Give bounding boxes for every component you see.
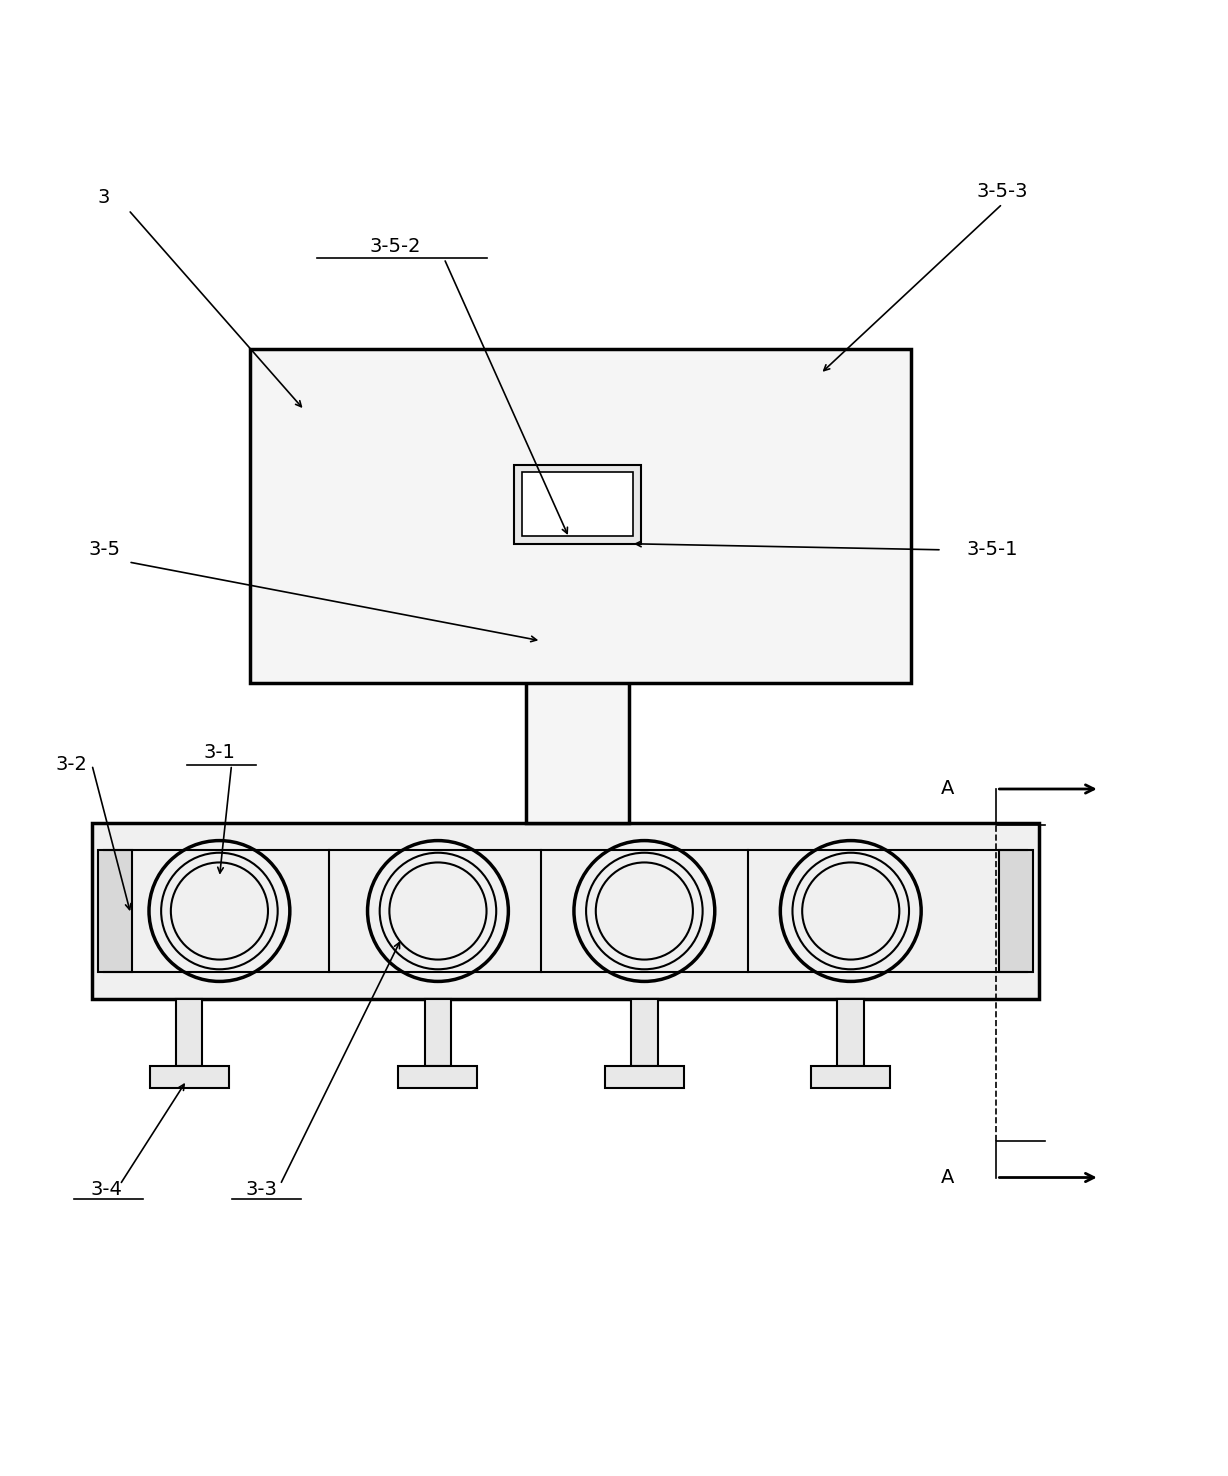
Bar [837, 999, 865, 1066]
Text: 3-5-3: 3-5-3 [976, 182, 1028, 201]
Bar [998, 850, 1033, 973]
Bar [631, 999, 658, 1066]
Text: 3-1: 3-1 [204, 742, 236, 762]
Bar [526, 465, 629, 824]
Bar [98, 850, 131, 973]
Bar [515, 465, 641, 543]
Bar [176, 999, 203, 1066]
Text: 3-5-2: 3-5-2 [370, 236, 421, 255]
Bar [605, 1066, 684, 1088]
Text: 3-3: 3-3 [246, 1181, 278, 1199]
Bar [399, 1066, 478, 1088]
Bar [92, 824, 1039, 999]
Bar [150, 1066, 228, 1088]
Bar [812, 1066, 890, 1088]
Text: A: A [941, 779, 954, 799]
Text: 3-5-1: 3-5-1 [966, 540, 1018, 559]
Bar [249, 350, 911, 683]
Text: A: A [941, 1168, 954, 1187]
Bar [522, 472, 634, 536]
Text: 3-2: 3-2 [55, 756, 87, 775]
Text: 3-4: 3-4 [91, 1181, 123, 1199]
Text: 3: 3 [98, 189, 111, 207]
Text: 3-5: 3-5 [88, 540, 120, 559]
Bar [425, 999, 452, 1066]
